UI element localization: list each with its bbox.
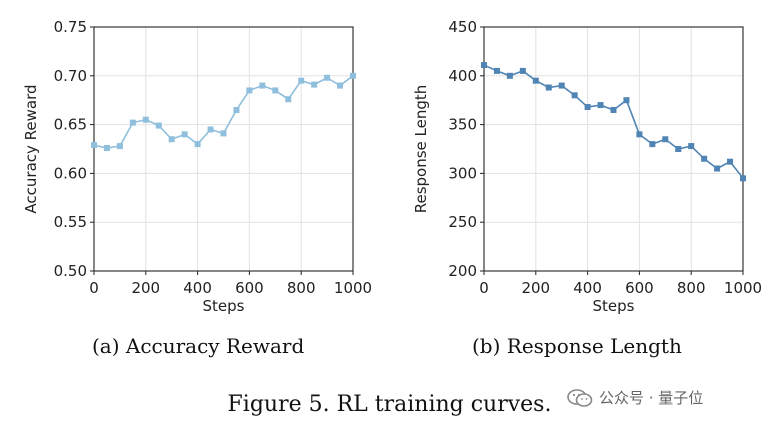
y-tick-label: 450 (448, 18, 477, 36)
x-tick-label: 600 (235, 279, 264, 297)
data-point (168, 136, 175, 143)
data-point (246, 87, 253, 94)
y-axis-label: Accuracy Reward (22, 84, 40, 213)
data-point (519, 67, 526, 74)
data-point (558, 82, 565, 89)
x-tick-label: 200 (131, 279, 160, 297)
data-point (337, 82, 344, 89)
data-point (649, 141, 656, 148)
data-point (116, 143, 123, 150)
data-point (506, 72, 513, 79)
x-axis-label: Steps (203, 297, 245, 315)
y-axis-label: Response Length (412, 85, 430, 214)
data-point (675, 146, 682, 152)
y-tick-label: 250 (448, 213, 477, 231)
data-point (194, 141, 201, 148)
y-tick-label: 0.60 (54, 164, 87, 182)
x-tick-label: 800 (287, 279, 316, 297)
chart-response-length: 0 200 400 600 800 1000200250300350400450Steps… (412, 18, 762, 315)
wechat-icon (567, 388, 593, 407)
data-point (532, 77, 539, 84)
x-axis-label: Steps (593, 297, 635, 315)
chart-accuracy-reward: 0 200 400 600 800 1000 0.50 0.55 0.60 0.65 0.70 0.7… (22, 18, 372, 315)
data-point (636, 131, 643, 138)
data-point (324, 74, 331, 81)
y-tick-label: 0.75 (54, 18, 87, 36)
data-point (233, 106, 240, 113)
data-point (701, 155, 708, 162)
data-point (298, 77, 305, 84)
figure-caption: Figure 5. RL training curves. (227, 392, 552, 417)
x-tick-label: 0 (89, 279, 99, 297)
data-point (584, 104, 591, 111)
data-point (155, 122, 162, 129)
x-tick-label: 800 (677, 279, 706, 297)
x-tick-label: 400 (573, 279, 602, 297)
y-tick-label: 0.65 (54, 116, 87, 134)
data-point (129, 119, 136, 126)
watermark-text: 公众号 · 量子位 (599, 389, 704, 407)
data-point (740, 175, 746, 182)
x-tick-label: 600 (625, 279, 654, 297)
data-point (311, 81, 318, 88)
y-tick-label: 300 (448, 164, 477, 182)
data-point (285, 96, 292, 103)
data-point (91, 142, 97, 149)
data-point (181, 131, 188, 138)
data-point (545, 84, 552, 91)
x-tick-label: 200 (521, 279, 550, 297)
data-point (610, 106, 617, 113)
data-point (103, 145, 110, 152)
data-point (350, 72, 356, 79)
y-tick-label: 200 (448, 262, 477, 280)
subcaption-b: (b) Response Length (472, 334, 682, 358)
data-point (571, 92, 578, 99)
y-tick-label: 0.50 (54, 262, 87, 280)
y-tick-label: 0.70 (54, 67, 87, 85)
data-point (714, 165, 721, 172)
plot-frame (483, 26, 744, 272)
data-point (481, 62, 487, 69)
x-tick-label: 400 (183, 279, 212, 297)
x-tick-label: 1000 (724, 279, 762, 297)
data-point (142, 116, 149, 123)
data-point (272, 87, 279, 94)
data-point (662, 136, 669, 143)
watermark: 公众号 · 量子位 (567, 387, 703, 408)
data-point (688, 143, 695, 150)
y-tick-label: 350 (448, 116, 477, 134)
data-point (220, 130, 227, 137)
x-tick-label: 0 (479, 279, 489, 297)
subcaption-a: (a) Accuracy Reward (92, 334, 305, 358)
data-point (493, 67, 500, 74)
y-tick-label: 0.55 (54, 213, 87, 231)
data-point (207, 126, 214, 133)
plot-frame (93, 26, 354, 272)
data-point (259, 82, 266, 89)
x-tick-label: 1000 (334, 279, 372, 297)
data-point (727, 158, 734, 165)
data-point (623, 97, 630, 104)
data-point (597, 102, 604, 109)
y-tick-label: 400 (448, 67, 477, 85)
